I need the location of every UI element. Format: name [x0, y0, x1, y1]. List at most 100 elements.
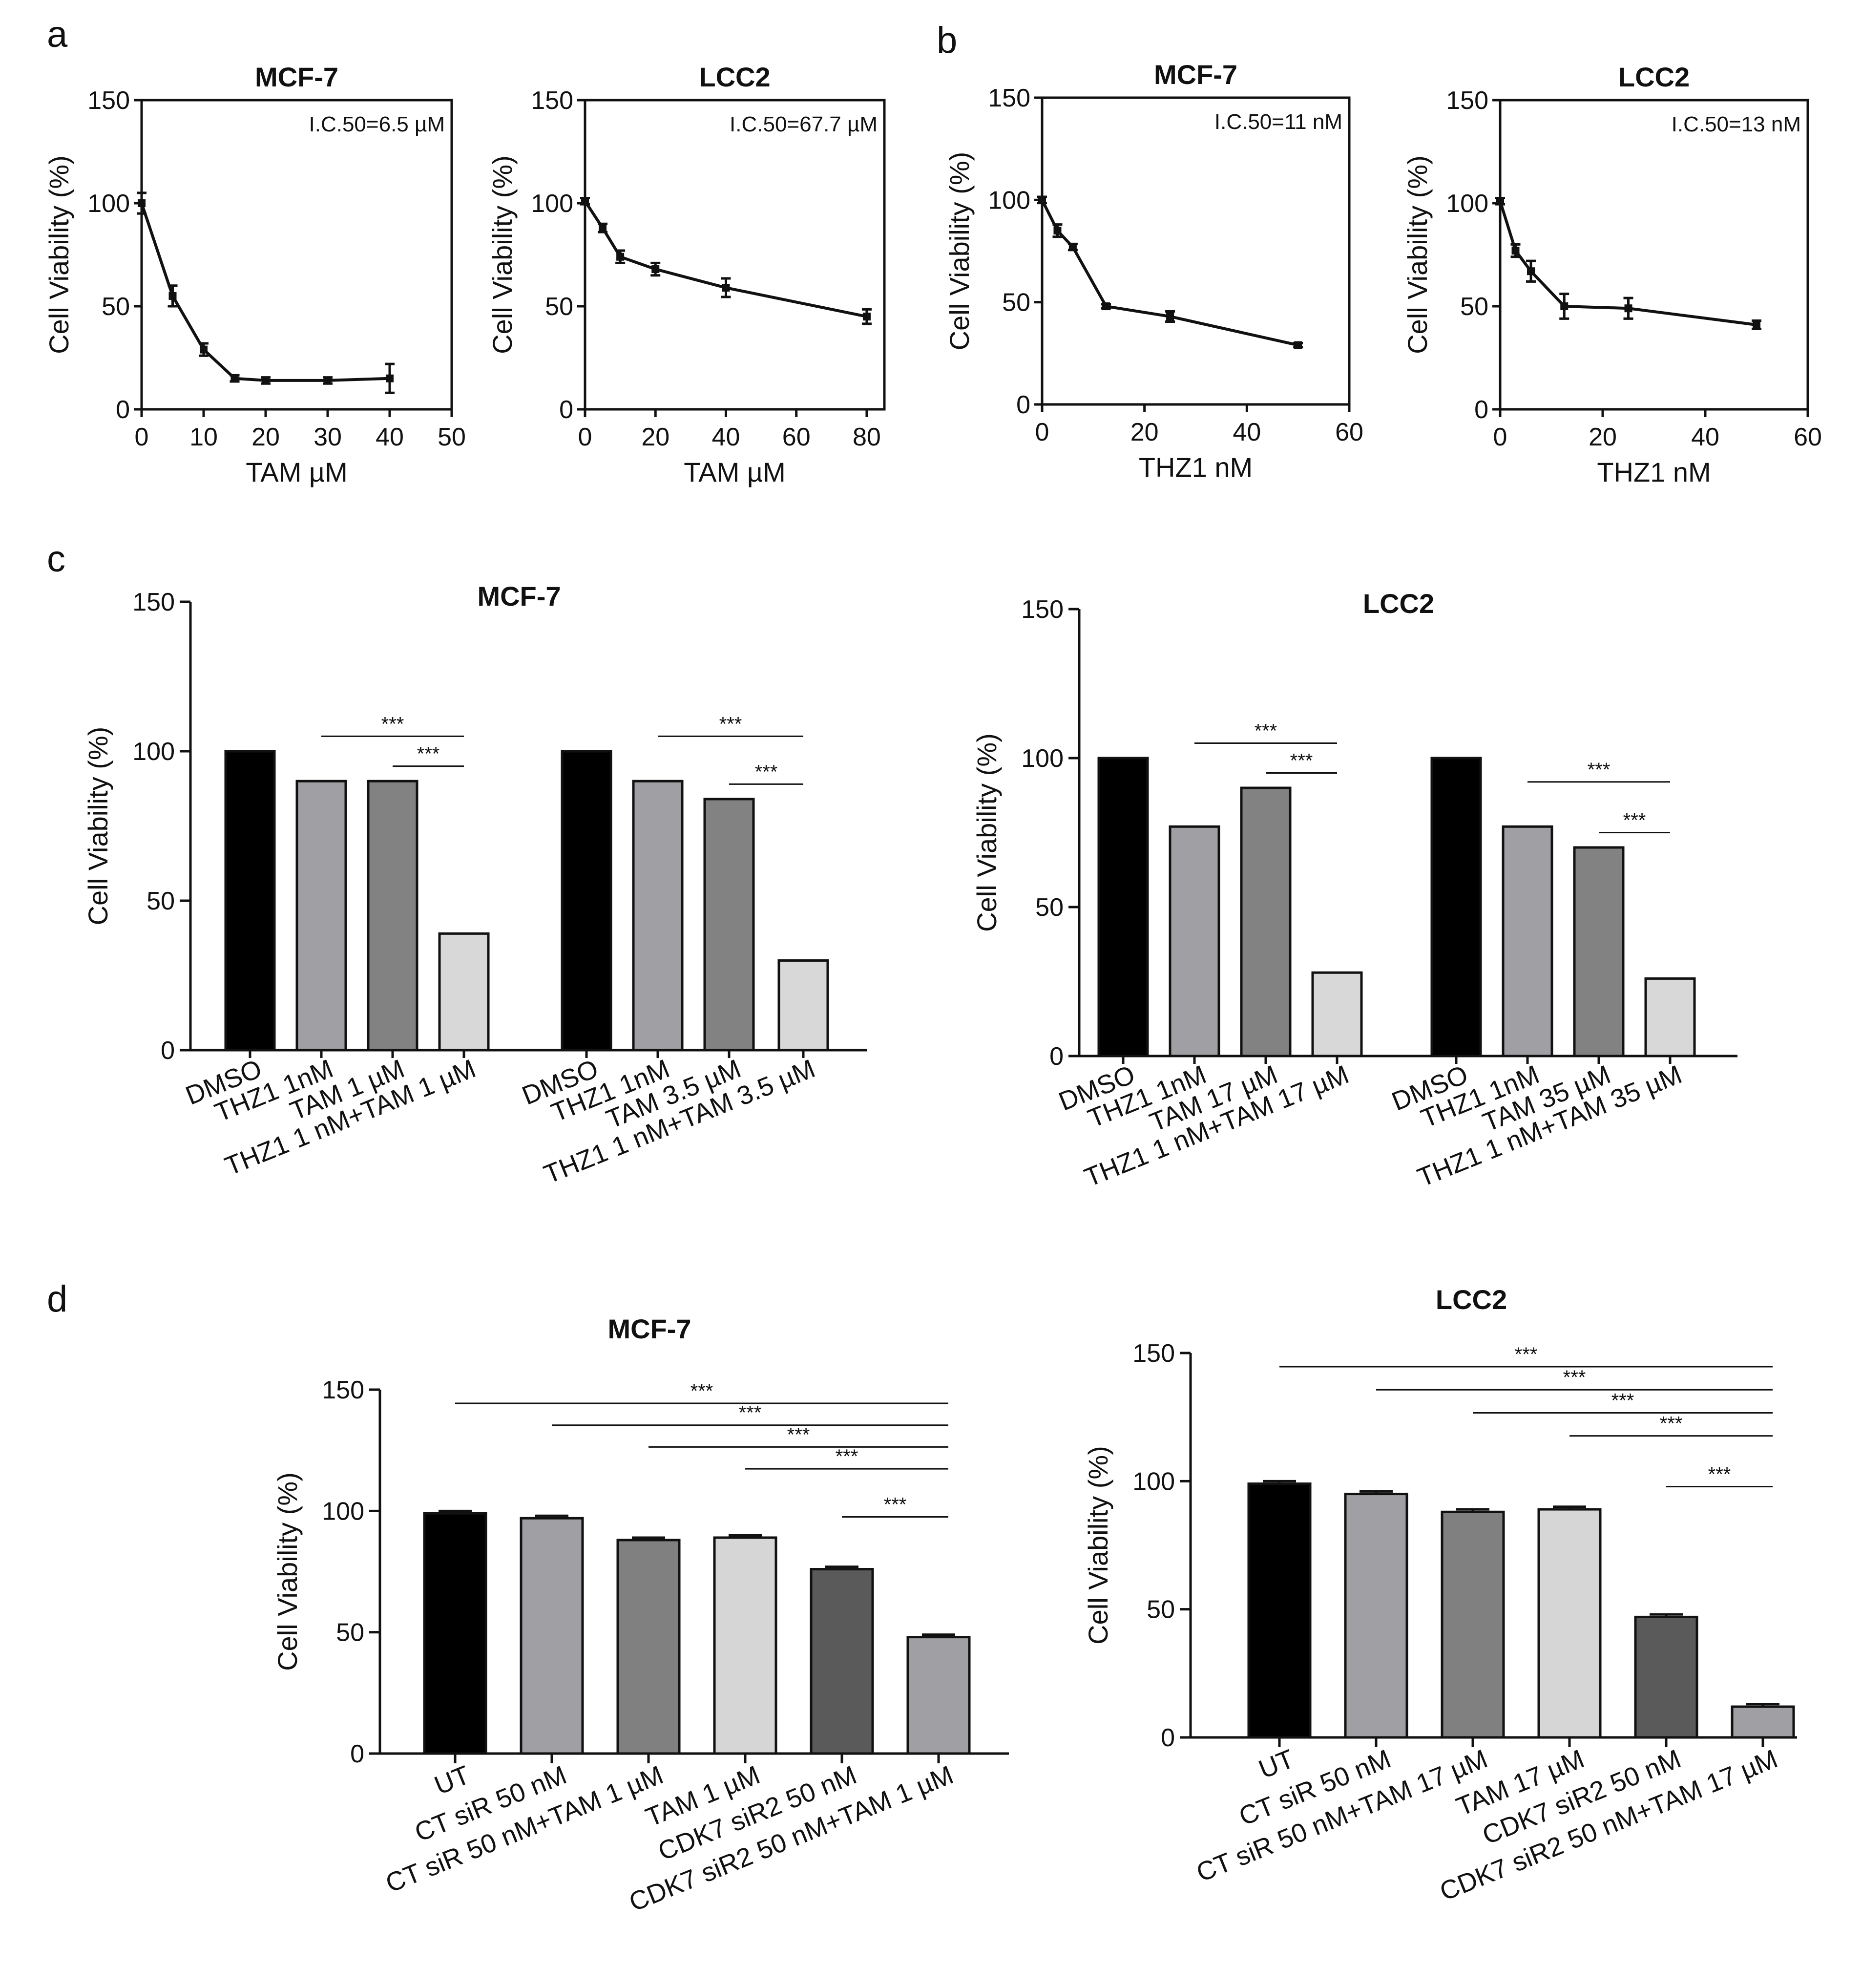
ic50-annotation: I.C.50=11 nM	[1214, 110, 1342, 134]
x-tick-label: 50	[438, 423, 466, 451]
data-point	[1527, 267, 1535, 275]
plot-frame	[1041, 96, 1351, 406]
chart-title: MCF-7	[255, 62, 338, 92]
data-point	[1053, 227, 1062, 235]
x-tick-label: 40	[1691, 423, 1719, 451]
bar	[906, 1636, 971, 1755]
chart-title: LCC2	[1436, 1284, 1507, 1315]
line-chart-b-mcf7: 0 50 100 150 0 20 40 60 MCF-7 THZ1 nM Cell Viabili…	[944, 59, 1363, 483]
y-axis-label: Cell Viability (%)	[1083, 1446, 1113, 1645]
y-tick-label: 150	[1021, 595, 1064, 624]
significance-label: ***	[719, 713, 742, 735]
bar	[616, 1539, 681, 1755]
bar	[1097, 757, 1149, 1057]
y-axis-label: Cell Viability (%)	[272, 1472, 303, 1671]
panel-letter-d: d	[47, 1278, 67, 1320]
x-axis-label: THZ1 nM	[1139, 452, 1253, 483]
significance-label: ***	[1708, 1464, 1731, 1485]
data-point	[324, 376, 332, 384]
bar	[713, 1536, 777, 1755]
bar	[295, 780, 347, 1052]
y-axis-label: Cell Viability (%)	[1402, 155, 1433, 354]
y-tick-label: 100	[322, 1497, 364, 1525]
y-tick-label: 0	[350, 1740, 364, 1768]
data-point	[1496, 197, 1504, 205]
data-point	[1294, 341, 1302, 349]
data-point	[862, 313, 871, 321]
x-tick-label: 80	[853, 423, 881, 451]
y-tick-label: 50	[1035, 893, 1064, 922]
chart-title: LCC2	[699, 62, 770, 92]
bar	[1344, 1493, 1408, 1739]
data-point	[1624, 304, 1632, 313]
significance-label: ***	[1515, 1344, 1538, 1365]
bar	[1441, 1510, 1505, 1739]
x-tick-label: 30	[314, 423, 342, 451]
x-tick-label: 60	[1335, 418, 1363, 446]
y-tick-label: 0	[161, 1036, 175, 1065]
data-point	[1753, 320, 1760, 329]
data-point	[386, 374, 394, 382]
y-tick-label: 150	[1446, 86, 1488, 115]
data-point	[138, 199, 146, 207]
x-axis-label: TAM µM	[246, 457, 348, 487]
bar	[632, 780, 684, 1052]
significance-label: ***	[836, 1446, 858, 1467]
bar	[1634, 1615, 1698, 1739]
x-tick-label: 40	[376, 423, 404, 451]
y-tick-label: 100	[531, 190, 573, 218]
x-tick-label: 40	[1233, 418, 1261, 446]
bar	[1644, 977, 1696, 1057]
y-tick-label: 0	[1049, 1042, 1064, 1071]
bar	[520, 1517, 584, 1755]
chart-title: LCC2	[1363, 588, 1434, 619]
y-tick-label: 150	[988, 84, 1030, 112]
data-point	[722, 284, 730, 292]
chart-title: MCF-7	[607, 1313, 691, 1344]
x-tick-label: 60	[1794, 423, 1822, 451]
x-tick-label: 20	[641, 423, 669, 451]
y-tick-label: 100	[132, 738, 175, 766]
panel-letter-a: a	[47, 14, 68, 55]
x-tick-label: 60	[782, 423, 811, 451]
y-tick-label: 150	[531, 86, 573, 115]
bar	[1731, 1705, 1795, 1739]
line-chart-a-mcf7: 0 50 100 150 0 10 20 30 40 50 MCF-7 TAM µM Cell Viab…	[43, 62, 466, 487]
significance-label: ***	[1290, 750, 1313, 772]
chart-title: MCF-7	[1154, 59, 1237, 90]
bar	[1502, 825, 1553, 1057]
x-tick-label: 0	[1493, 423, 1507, 451]
y-tick-label: 0	[559, 396, 573, 424]
significance-label: ***	[1255, 720, 1277, 742]
y-tick-label: 0	[1474, 396, 1488, 424]
bar	[1430, 757, 1482, 1057]
bar	[367, 780, 418, 1052]
data-point	[616, 253, 625, 261]
x-tick-label: 40	[712, 423, 740, 451]
series-line	[1499, 200, 1757, 326]
bar	[1573, 846, 1625, 1057]
y-tick-label: 100	[87, 190, 130, 218]
x-tick-label: 20	[1589, 423, 1617, 451]
ic50-annotation: I.C.50=67.7 µM	[730, 112, 878, 136]
data-point	[230, 374, 239, 382]
data-point	[262, 376, 270, 384]
y-tick-label: 0	[1161, 1724, 1175, 1752]
significance-label: ***	[381, 713, 404, 735]
y-tick-label: 50	[1147, 1596, 1175, 1624]
y-axis-label: Cell Viability (%)	[487, 155, 518, 354]
significance-label: ***	[690, 1380, 713, 1402]
y-tick-label: 100	[1446, 190, 1488, 218]
bar	[810, 1568, 874, 1755]
data-point	[168, 292, 177, 300]
y-axis-label: Cell Viability (%)	[944, 152, 975, 351]
y-tick-label: 50	[1460, 293, 1488, 321]
significance-label: ***	[1611, 1390, 1634, 1411]
y-tick-label: 50	[1002, 289, 1030, 317]
ic50-annotation: I.C.50=6.5 µM	[309, 112, 445, 136]
bar	[1240, 786, 1292, 1057]
significance-label: ***	[1588, 759, 1611, 781]
data-point	[651, 265, 660, 274]
